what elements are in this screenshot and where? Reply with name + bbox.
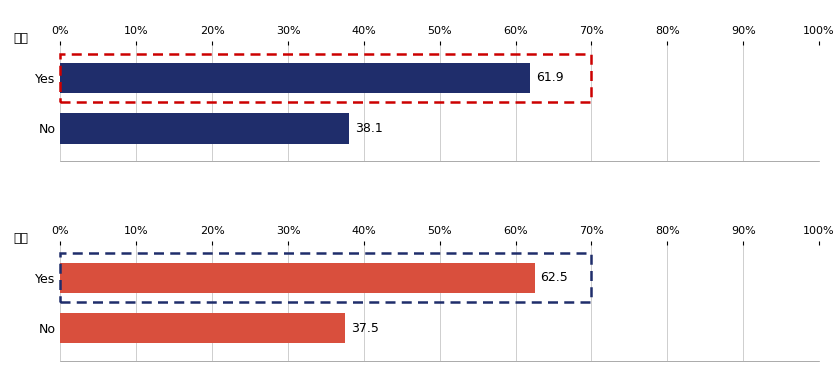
Bar — [60, 313, 345, 343]
Text: 37.5: 37.5 — [351, 321, 379, 335]
Text: 38.1: 38.1 — [355, 122, 383, 135]
Text: 父親: 父親 — [13, 32, 29, 45]
Text: 61.9: 61.9 — [536, 71, 564, 85]
Text: 母親: 母親 — [13, 232, 29, 245]
Bar — [60, 54, 591, 102]
Bar — [60, 63, 530, 93]
Bar — [60, 262, 534, 293]
Bar — [60, 113, 349, 144]
Bar — [60, 253, 591, 302]
Text: 62.5: 62.5 — [541, 271, 569, 284]
